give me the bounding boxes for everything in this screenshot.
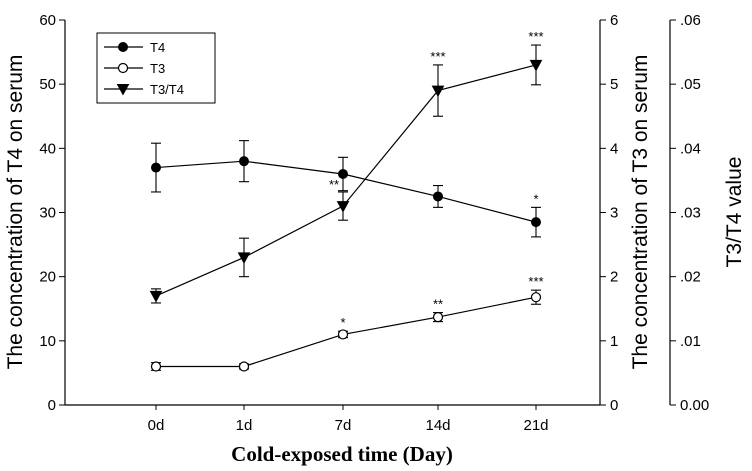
y-left-tick-label: 0 — [48, 397, 56, 414]
y-right2-tick-label: .06 — [680, 12, 701, 29]
data-point-t4 — [531, 217, 541, 228]
x-tick-label: 21d — [523, 417, 548, 434]
y-right1-tick-label: 6 — [610, 12, 618, 29]
y-right2-tick-label: .02 — [680, 269, 701, 286]
y-axis-title-left: The concentration of T4 on serum — [4, 55, 27, 370]
data-point-t3-t4 — [149, 290, 163, 303]
data-point-t3 — [238, 361, 250, 372]
y-right1-tick-label: 3 — [610, 205, 618, 222]
y-right1-tick-label: 1 — [610, 333, 618, 350]
y-right1-tick-label: 2 — [610, 269, 618, 286]
x-axis-title: Cold-exposed time (Day) — [231, 442, 453, 466]
y-right2-tick-label: .01 — [680, 333, 701, 350]
legend: T4 T3 T3/T4 — [96, 32, 216, 104]
data-point-t4 — [338, 169, 348, 179]
data-point-t3 — [337, 329, 349, 340]
y-right2-tick-label: .05 — [680, 76, 701, 93]
x-tick-label: 14d — [425, 417, 450, 434]
y-right2-tick-label: .03 — [680, 205, 701, 222]
y-left-tick-label: 30 — [39, 205, 56, 222]
y-right2-tick-label: 0.00 — [680, 397, 709, 414]
y-right1-tick-label: 4 — [610, 140, 618, 157]
x-tick-label: 0d — [148, 417, 165, 434]
legend-marker-t3-t4 — [116, 84, 130, 96]
data-point-t3-t4 — [529, 59, 543, 72]
y-left-tick-label: 10 — [39, 333, 56, 350]
legend-label-t3-t4: T3/T4 — [150, 82, 184, 97]
y-left-tick-label: 20 — [39, 269, 56, 286]
y-left-tick-label: 50 — [39, 76, 56, 93]
y-axis-title-right2: T3/T4 value — [723, 157, 746, 268]
legend-marker-t3 — [117, 62, 129, 74]
significance-label-t3-t4: *** — [430, 49, 445, 64]
significance-label-t3-t4: ** — [329, 177, 339, 192]
significance-label-t4: * — [533, 191, 538, 206]
data-point-t4 — [239, 156, 249, 167]
data-point-t3-t4 — [237, 252, 251, 264]
data-point-t3 — [432, 311, 444, 323]
y-left-tick-label: 40 — [39, 140, 56, 157]
y-right1-tick-label: 0 — [610, 397, 618, 414]
series-layer: *************** — [149, 29, 544, 372]
x-tick-label: 1d — [236, 417, 253, 434]
data-point-t4 — [433, 191, 443, 202]
significance-label-t3: ** — [433, 297, 443, 312]
y-right2-tick-label: .04 — [680, 140, 701, 157]
data-point-t3-t4 — [431, 85, 445, 98]
significance-label-t3-t4: *** — [528, 29, 543, 44]
y-right1-tick-label: 5 — [610, 76, 618, 93]
data-point-t3 — [530, 292, 542, 303]
significance-label-t3: *** — [528, 274, 543, 289]
axes: 0 10 20 30 40 50 60 0 1 2 3 4 5 6 0.00 .01 .02 .03 .04 .05.… — [39, 12, 709, 434]
data-point-t3-t4 — [336, 201, 350, 213]
data-point-t3 — [150, 361, 162, 372]
x-tick-label: 7d — [335, 417, 352, 434]
legend-label-t3: T3 — [150, 61, 165, 76]
significance-label-t3: * — [340, 315, 345, 330]
legend-label-t4: T4 — [150, 40, 165, 55]
y-axis-title-right1: The concentration of T3 on serum — [629, 55, 652, 370]
data-point-t4 — [151, 162, 161, 173]
y-left-tick-label: 60 — [39, 12, 56, 29]
legend-marker-t4 — [118, 42, 128, 52]
